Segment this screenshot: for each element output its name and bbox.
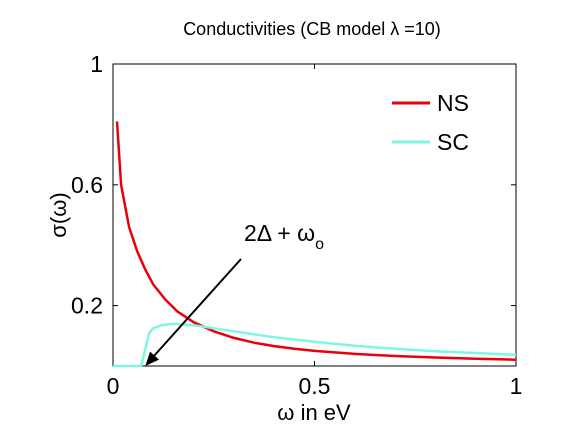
x-tick-label: 0	[107, 373, 120, 399]
chart-title: Conductivities (CB model λ =10)	[183, 19, 441, 39]
annotation-text: 2Δ + ωo	[244, 220, 324, 253]
series-line-ns	[115, 121, 517, 361]
y-tick-label: 0.6	[71, 172, 103, 198]
series-line-sc	[113, 322, 517, 368]
y-tick-label: 1	[90, 51, 103, 77]
legend-label-sc: SC	[437, 129, 469, 155]
x-tick-label: 0.5	[299, 373, 331, 399]
annotation: 2Δ + ωo	[244, 220, 324, 253]
x-axis-label: ω in eV	[277, 400, 351, 425]
x-tick-label: 1	[510, 373, 523, 399]
annotation-text-main: 2Δ + ω	[244, 220, 315, 246]
legend: NS SC	[392, 90, 469, 155]
y-axis-label: σ(ω)	[46, 192, 71, 237]
annotation-text-sub: o	[315, 236, 324, 253]
annotation-arrow-head	[145, 351, 160, 366]
y-tick-label: 0.2	[71, 293, 103, 319]
plot-area: 0 0.5 1 1 0.6 0.2	[71, 51, 522, 399]
legend-label-ns: NS	[437, 90, 469, 116]
annotation-arrow-shaft	[150, 258, 242, 360]
